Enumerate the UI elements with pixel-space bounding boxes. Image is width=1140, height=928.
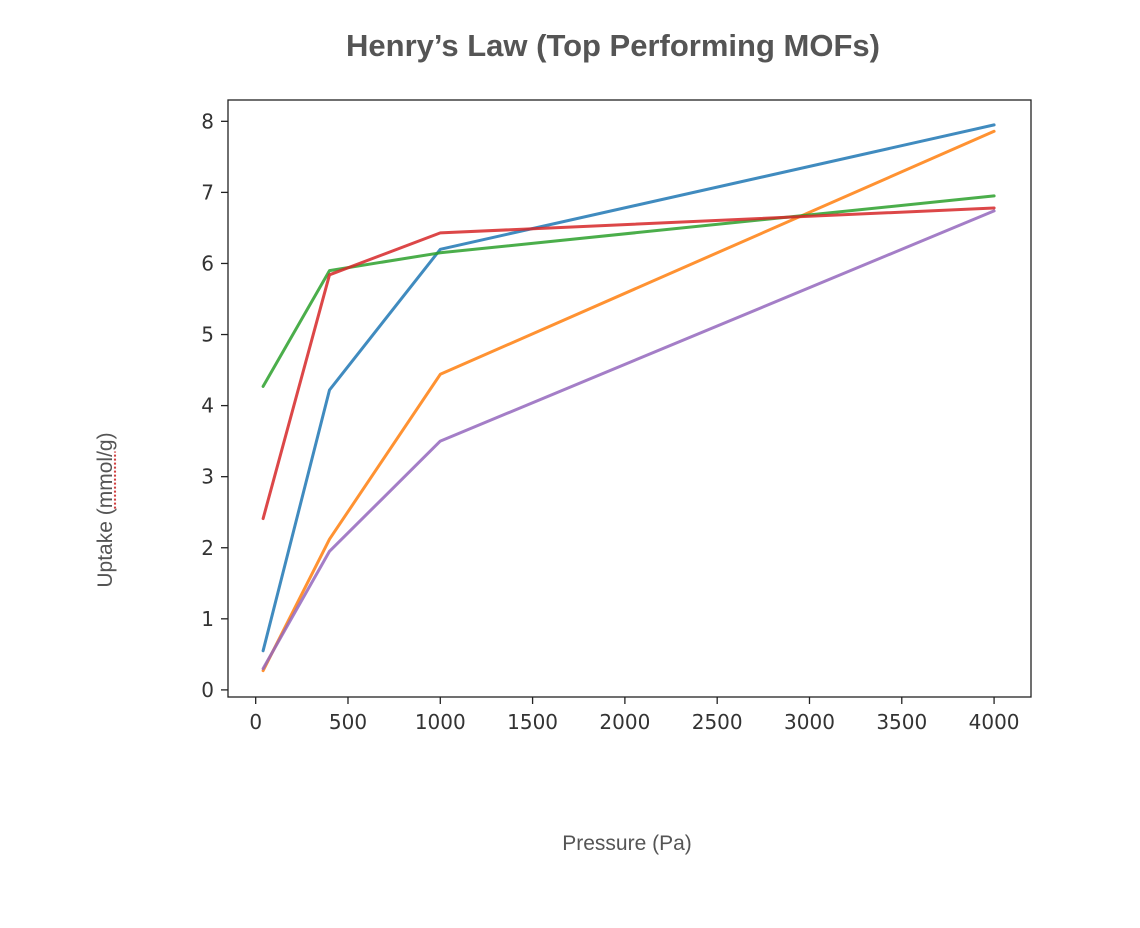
y-tick-label: 7 bbox=[201, 180, 214, 204]
x-tick-label: 3500 bbox=[876, 710, 927, 734]
x-tick-label: 500 bbox=[329, 710, 367, 734]
y-axis-title-prefix: Uptake ( bbox=[94, 508, 117, 587]
y-tick-label: 0 bbox=[201, 678, 214, 702]
series-line-5 bbox=[263, 211, 994, 669]
x-tick-label: 2000 bbox=[599, 710, 650, 734]
y-axis-title: Uptake (mmol/g) bbox=[94, 432, 118, 587]
y-tick-label: 8 bbox=[201, 109, 214, 133]
x-tick-label: 1500 bbox=[507, 710, 558, 734]
plot-frame bbox=[228, 100, 1031, 697]
x-tick-label: 1000 bbox=[415, 710, 466, 734]
y-tick-label: 4 bbox=[201, 394, 214, 418]
x-axis-ticks: 0 500 1000 1500 2000 2500 3000 3500 4000 bbox=[249, 697, 1019, 734]
x-axis-title: Pressure (Pa) bbox=[0, 832, 1140, 856]
x-tick-label: 2500 bbox=[692, 710, 743, 734]
y-tick-label: 1 bbox=[201, 607, 214, 631]
x-tick-label: 3000 bbox=[784, 710, 835, 734]
y-axis-title-suffix: ) bbox=[94, 432, 117, 439]
series-layer bbox=[263, 125, 994, 671]
x-tick-label: 0 bbox=[249, 710, 262, 734]
y-tick-label: 5 bbox=[201, 323, 214, 347]
y-tick-label: 2 bbox=[201, 536, 214, 560]
series-line-1 bbox=[263, 125, 994, 651]
y-tick-label: 6 bbox=[201, 251, 214, 275]
y-tick-label: 3 bbox=[201, 465, 214, 489]
x-tick-label: 4000 bbox=[969, 710, 1020, 734]
y-axis-title-unit: mmol/g bbox=[94, 439, 117, 508]
y-axis-ticks: 0 1 2 3 4 5 6 7 8 bbox=[201, 109, 228, 702]
